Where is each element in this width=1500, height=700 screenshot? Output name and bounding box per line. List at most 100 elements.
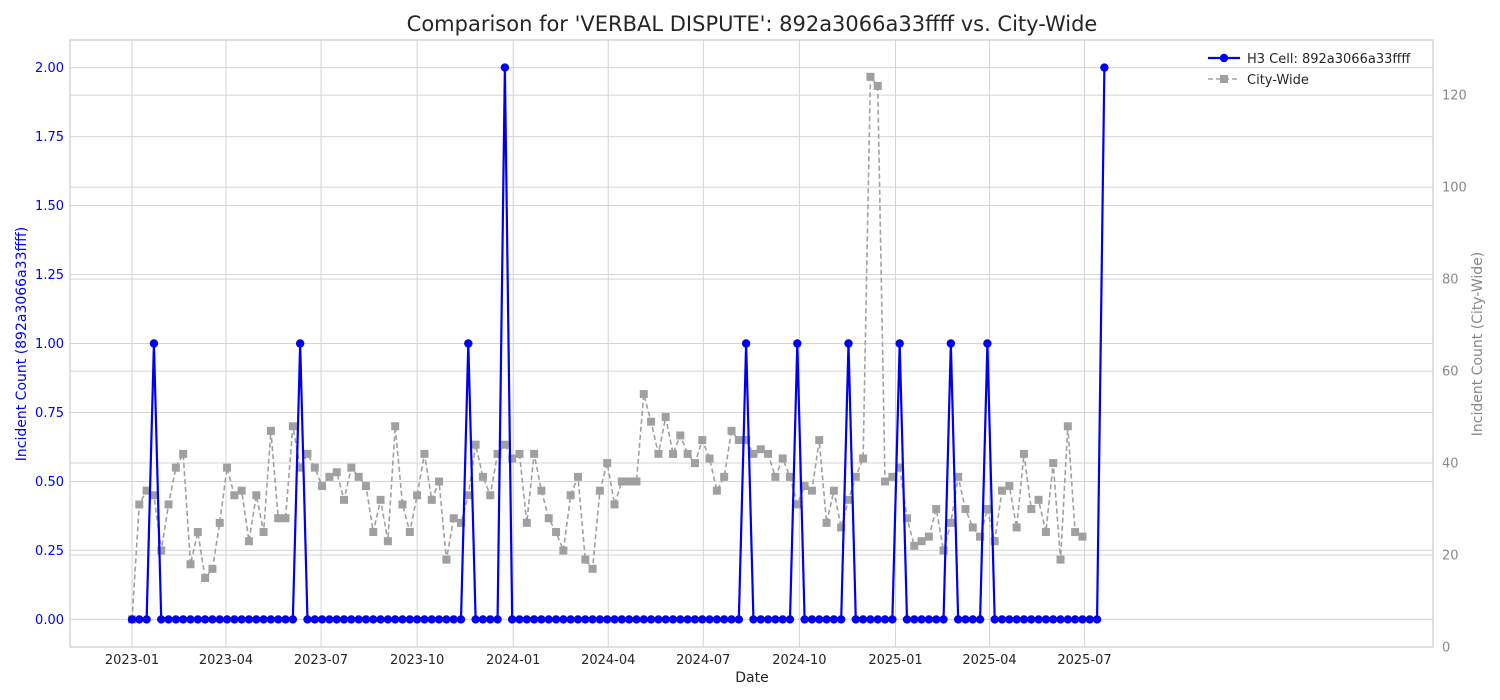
city-wide-point — [676, 431, 685, 440]
h3-cell-point — [1012, 615, 1021, 624]
legend-h3-marker — [1219, 53, 1229, 63]
city-wide-point — [954, 472, 963, 481]
h3-cell-point — [741, 339, 751, 348]
h3-cell-point — [595, 615, 605, 624]
h3-cell-point — [434, 615, 444, 624]
h3-cell-point — [1005, 615, 1014, 624]
x-tick-label: 2025-04 — [962, 653, 1016, 668]
h3-cell-point — [661, 615, 670, 624]
city-wide-point — [500, 440, 509, 449]
h3-cell-point — [910, 615, 919, 624]
city-wide-point — [281, 514, 290, 523]
h3-cell-point — [522, 615, 531, 624]
city-wide-point — [1027, 505, 1036, 514]
h3-cell-point — [354, 615, 363, 624]
h3-cell-point — [997, 615, 1007, 624]
city-wide-point — [1012, 523, 1021, 532]
city-wide-point — [244, 537, 253, 546]
y-left-tick-label: 0.00 — [35, 613, 64, 628]
h3-cell-point — [1049, 615, 1058, 624]
h3-cell-point — [135, 615, 144, 624]
h3-cell-point — [1063, 615, 1073, 624]
chart-title: Comparison for 'VERBAL DISPUTE': 892a306… — [407, 12, 1098, 36]
h3-cell-point — [668, 615, 678, 624]
y-left-tick-label: 0.25 — [35, 544, 64, 559]
h3-cell-point — [325, 615, 334, 624]
city-wide-point — [669, 449, 678, 458]
h3-cell-point — [771, 615, 780, 624]
h3-cell-point — [157, 615, 166, 624]
city-wide-point — [939, 546, 948, 555]
h3-cell-point — [266, 615, 276, 624]
h3-cell-point — [683, 615, 692, 624]
city-wide-point — [844, 495, 853, 504]
y-left-tick-label: 0.50 — [35, 475, 64, 490]
city-wide-point — [369, 528, 378, 537]
city-wide-point — [391, 422, 400, 431]
city-wide-point — [800, 482, 809, 491]
h3-cell-point — [288, 615, 298, 624]
city-wide-point — [968, 523, 977, 532]
city-wide-point — [647, 417, 656, 426]
city-wide-point — [610, 500, 619, 509]
city-wide-point — [259, 528, 268, 537]
city-wide-point — [902, 514, 911, 523]
h3-cell-point — [398, 615, 407, 624]
h3-cell-point — [573, 615, 583, 624]
city-wide-point — [471, 440, 480, 449]
h3-cell-point — [749, 615, 758, 624]
h3-cell-point — [968, 615, 977, 624]
city-wide-point — [910, 541, 919, 550]
h3-cell-point — [807, 615, 817, 624]
city-wide-point — [998, 486, 1007, 495]
h3-cell-point — [1092, 615, 1102, 624]
h3-cell-point — [493, 615, 502, 624]
city-wide-point — [654, 449, 663, 458]
y-left-tick-label: 0.75 — [35, 406, 64, 421]
city-wide-point — [427, 495, 436, 504]
y-right-tick-label: 40 — [1442, 457, 1459, 472]
y-left-tick-label: 1.25 — [35, 268, 64, 283]
h3-cell-point — [924, 615, 934, 624]
city-wide-point — [405, 528, 414, 537]
city-wide-point — [223, 463, 232, 472]
h3-cell-point — [1056, 615, 1065, 624]
h3-cell-point — [127, 615, 137, 624]
city-wide-point — [398, 500, 407, 509]
city-wide-point — [486, 491, 495, 500]
h3-cell-point — [171, 615, 181, 624]
city-wide-point — [149, 491, 158, 500]
x-axis-label: Date — [735, 670, 768, 686]
left-axis-ticks: 0.00 0.25 0.50 0.75 1.00 1.25 1.50 1.75 2.00 — [35, 61, 64, 628]
h3-cell-point — [295, 339, 305, 348]
h3-cell-point — [551, 615, 561, 624]
h3-cell-point — [142, 615, 151, 624]
x-tick-label: 2023-07 — [294, 653, 348, 668]
city-wide-point — [354, 472, 363, 481]
city-wide-point — [837, 523, 846, 532]
h3-cell-point — [778, 615, 787, 624]
y-left-tick-label: 2.00 — [35, 61, 64, 76]
city-wide-point — [793, 500, 802, 509]
h3-cell-point — [500, 63, 510, 72]
h3-cell-point — [471, 615, 480, 624]
legend-city-marker — [1220, 75, 1228, 83]
city-wide-point — [522, 518, 531, 527]
y-right-tick-label: 100 — [1442, 181, 1467, 196]
h3-cell-point — [230, 615, 239, 624]
city-wide-point — [961, 505, 970, 514]
h3-cell-point — [866, 615, 875, 624]
series-city-wide — [128, 72, 1087, 624]
legend: H3 Cell: 892a3066a33ffff City-Wide — [1208, 52, 1411, 88]
city-wide-point — [742, 436, 751, 445]
city-wide-point — [727, 426, 736, 435]
h3-cell-point — [617, 615, 627, 624]
h3-cell-point — [844, 339, 853, 348]
h3-cell-point — [895, 339, 904, 348]
city-wide-point — [1041, 528, 1050, 537]
city-wide-point — [639, 390, 648, 399]
city-wide-point — [171, 463, 180, 472]
h3-cell-point — [252, 615, 261, 624]
